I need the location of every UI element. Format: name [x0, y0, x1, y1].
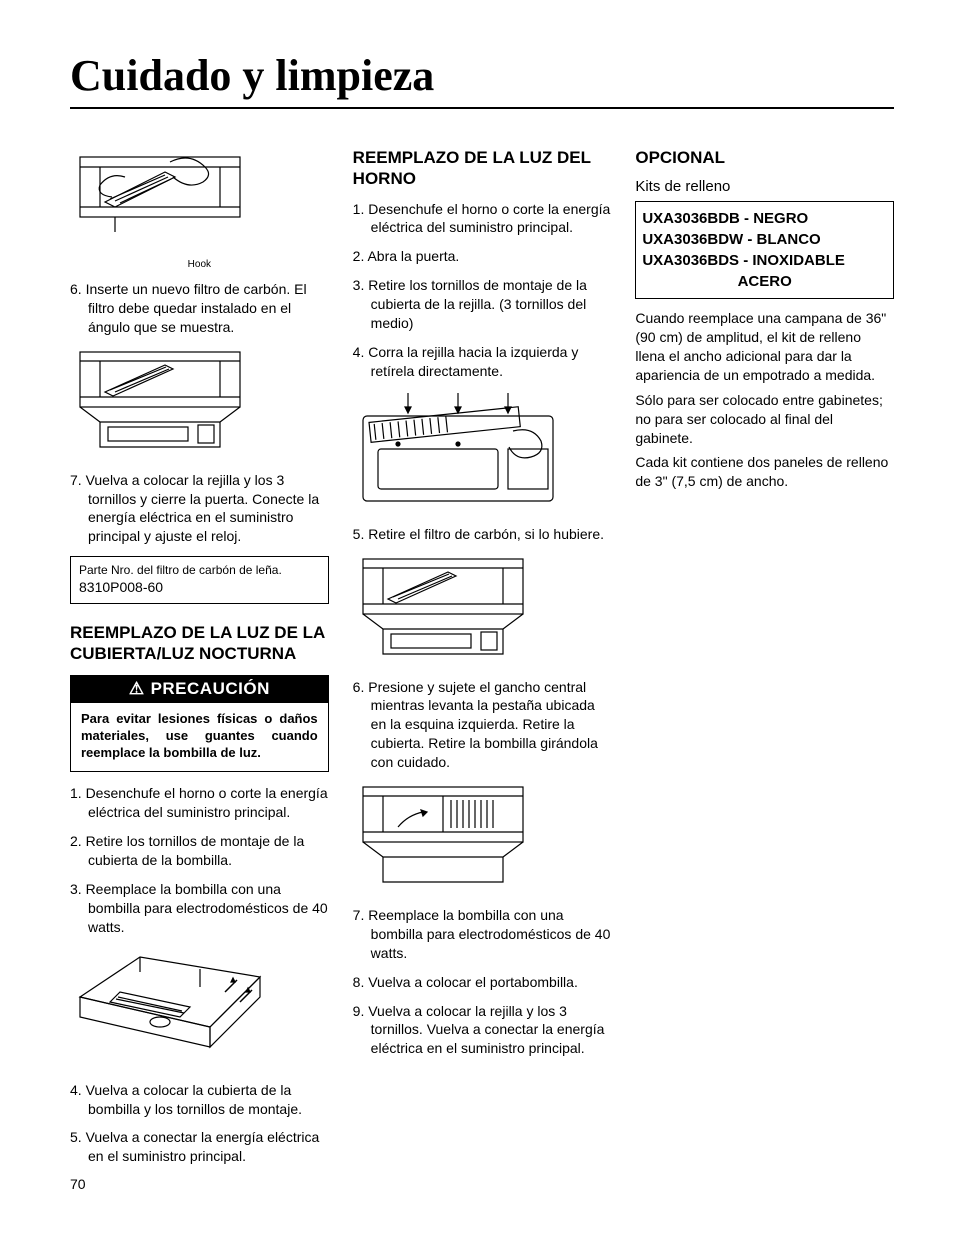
kits-subheading: Kits de relleno	[635, 178, 894, 195]
h1-step4: 4. Vuelva a colocar la cubierta de la bo…	[70, 1081, 329, 1119]
h1-step1: 1. Desenchufe el horno o corte la energí…	[70, 784, 329, 822]
c2-step2: 2. Abra la puerta.	[353, 247, 612, 266]
column-1: Hook 6. Inserte un nuevo filtro de carbó…	[70, 139, 329, 1192]
part-label: Parte Nro. del filtro de carbón de leña.	[79, 563, 320, 577]
filter-installed-illustration	[70, 347, 329, 457]
kit-line-3b: ACERO	[642, 271, 887, 292]
c2-step1: 1. Desenchufe el horno o corte la energí…	[353, 200, 612, 238]
kit-line-3: UXA3036BDS - INOXIDABLE	[642, 250, 887, 271]
col1-step7: 7. Vuelva a colocar la rejilla y los 3 t…	[70, 471, 329, 547]
c2-step3: 3. Retire los tornillos de montaje de la…	[353, 276, 612, 333]
kit-line-2: UXA3036BDW - BLANCO	[642, 229, 887, 250]
caution-banner: ⚠ PRECAUCIÓN	[70, 675, 329, 703]
optional-heading: OPCIONAL	[635, 147, 894, 168]
underside-illustration	[70, 947, 329, 1067]
grille-removal-illustration	[353, 391, 612, 511]
c3-para3: Cada kit contiene dos paneles de relleno…	[635, 453, 894, 491]
part-number-box: Parte Nro. del filtro de carbón de leña.…	[70, 556, 329, 604]
oven-light-heading: REEMPLAZO DE LA LUZ DEL HORNO	[353, 147, 612, 190]
caution-body: Para evitar lesiones físicas o daños mat…	[70, 703, 329, 773]
h1-step5: 5. Vuelva a conectar la energía eléctric…	[70, 1128, 329, 1166]
page-title: Cuidado y limpieza	[70, 50, 894, 109]
warning-icon: ⚠	[129, 679, 145, 698]
kit-box: UXA3036BDB - NEGRO UXA3036BDW - BLANCO U…	[635, 201, 894, 299]
c2-step5: 5. Retire el filtro de carbón, si lo hub…	[353, 525, 612, 544]
h1-step3: 3. Reemplace la bombilla con una bombill…	[70, 880, 329, 937]
part-value: 8310P008-60	[79, 579, 163, 595]
c3-para1: Cuando reemplace una campana de 36" (90 …	[635, 309, 894, 385]
filter-removal-illustration	[353, 554, 612, 664]
h1-step2: 2. Retire los tornillos de montaje de la…	[70, 832, 329, 870]
page-number: 70	[70, 1176, 329, 1192]
c3-para2: Sólo para ser colocado entre gabinetes; …	[635, 391, 894, 448]
bulb-access-illustration	[353, 782, 612, 892]
c2-step7: 7. Reemplace la bombilla con una bombill…	[353, 906, 612, 963]
c2-step6: 6. Presione y sujete el gancho central m…	[353, 678, 612, 772]
column-2: REEMPLAZO DE LA LUZ DEL HORNO 1. Desench…	[353, 139, 612, 1192]
kit-line-1: UXA3036BDB - NEGRO	[642, 208, 887, 229]
cooktop-light-heading: REEMPLAZO DE LA LUZ DE LA CUBIERTA/LUZ N…	[70, 622, 329, 665]
filter-hook-illustration	[70, 147, 329, 247]
col1-step6: 6. Inserte un nuevo filtro de carbón. El…	[70, 280, 329, 337]
hook-label: Hook	[70, 259, 329, 270]
c2-step8: 8. Vuelva a colocar el portabombilla.	[353, 973, 612, 992]
c2-step4: 4. Corra la rejilla hacia la izquierda y…	[353, 343, 612, 381]
caution-title: PRECAUCIÓN	[151, 679, 270, 698]
column-3: OPCIONAL Kits de relleno UXA3036BDB - NE…	[635, 139, 894, 1192]
columns-container: Hook 6. Inserte un nuevo filtro de carbó…	[70, 139, 894, 1192]
c2-step9: 9. Vuelva a colocar la rejilla y los 3 t…	[353, 1002, 612, 1059]
